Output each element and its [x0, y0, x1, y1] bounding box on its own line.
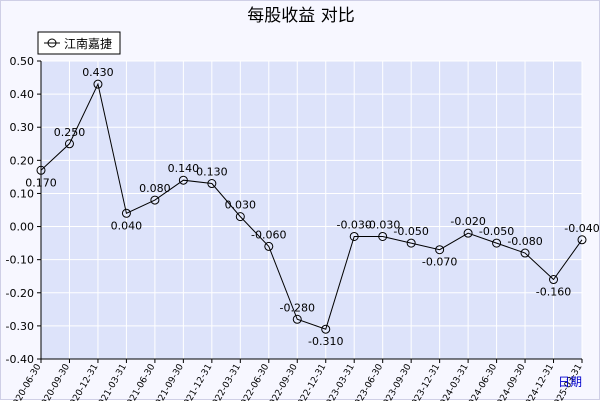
data-point	[406, 238, 416, 248]
data-point	[64, 139, 74, 149]
data-label: -0.310	[308, 335, 343, 348]
data-label: 0.040	[111, 219, 143, 232]
data-label: -0.030	[365, 218, 400, 231]
data-label: -0.020	[450, 215, 485, 228]
data-label: 0.030	[225, 199, 257, 212]
data-label: -0.050	[479, 225, 514, 238]
data-point	[36, 165, 46, 175]
series-line	[40, 82, 583, 330]
data-point	[349, 231, 359, 241]
data-point	[150, 195, 160, 205]
y-tick-label: -0.30	[6, 320, 34, 333]
grid-lines	[40, 60, 583, 360]
data-label: 0.170	[25, 176, 57, 189]
data-point	[549, 275, 559, 285]
y-tick-label: 0.00	[10, 221, 35, 234]
plot-area	[41, 61, 582, 359]
data-label: 0.140	[168, 162, 200, 175]
data-point	[435, 245, 445, 255]
data-point	[178, 175, 188, 185]
data-point	[378, 231, 388, 241]
y-tick-label: 0.30	[10, 121, 35, 134]
data-point	[492, 238, 502, 248]
data-label: 0.250	[54, 126, 86, 139]
data-point	[577, 235, 587, 245]
y-tick-label: 0.20	[10, 154, 35, 167]
data-point	[207, 179, 217, 189]
data-label: -0.030	[336, 218, 371, 231]
y-tick-label: 0.10	[10, 187, 35, 200]
x-tick-label: 2020-06-30	[9, 362, 44, 401]
data-label: -0.160	[536, 286, 571, 299]
data-point	[121, 208, 131, 218]
data-label: -0.070	[422, 256, 457, 269]
legend-label: 江南嘉捷	[64, 36, 112, 51]
x-tick-labels: 2020-06-302020-09-302020-12-312021-03-31…	[9, 362, 585, 405]
data-label: -0.060	[251, 228, 286, 241]
data-label: -0.050	[393, 225, 428, 238]
x-axis-label: 日期	[558, 375, 582, 389]
data-point	[292, 314, 302, 324]
data-label: 0.080	[139, 182, 171, 195]
data-label: 0.430	[82, 66, 114, 79]
data-point	[463, 228, 473, 238]
data-point	[321, 324, 331, 334]
legend-marker	[47, 38, 57, 48]
y-tick-label: 0.50	[10, 55, 35, 68]
data-point	[93, 79, 103, 89]
data-point	[235, 212, 245, 222]
axes	[37, 60, 583, 363]
data-point	[264, 241, 274, 251]
y-tick-label: -0.10	[6, 254, 34, 267]
chart-title: 每股收益 对比	[247, 6, 354, 26]
legend: 江南嘉捷	[37, 31, 121, 55]
data-label: -0.040	[564, 222, 599, 235]
y-tick-label: -0.20	[6, 287, 34, 300]
data-label: 0.130	[196, 166, 228, 179]
data-point	[520, 248, 530, 258]
data-label: -0.080	[507, 235, 542, 248]
y-tick-labels: 0.50 0.40 0.30 0.20 0.10 0.00 -0.10 -0.20 -0.30 -…	[6, 55, 34, 366]
y-tick-label: -0.40	[6, 353, 34, 366]
data-label: -0.280	[280, 301, 315, 314]
y-tick-label: 0.40	[10, 88, 35, 101]
legend-box	[37, 31, 121, 55]
